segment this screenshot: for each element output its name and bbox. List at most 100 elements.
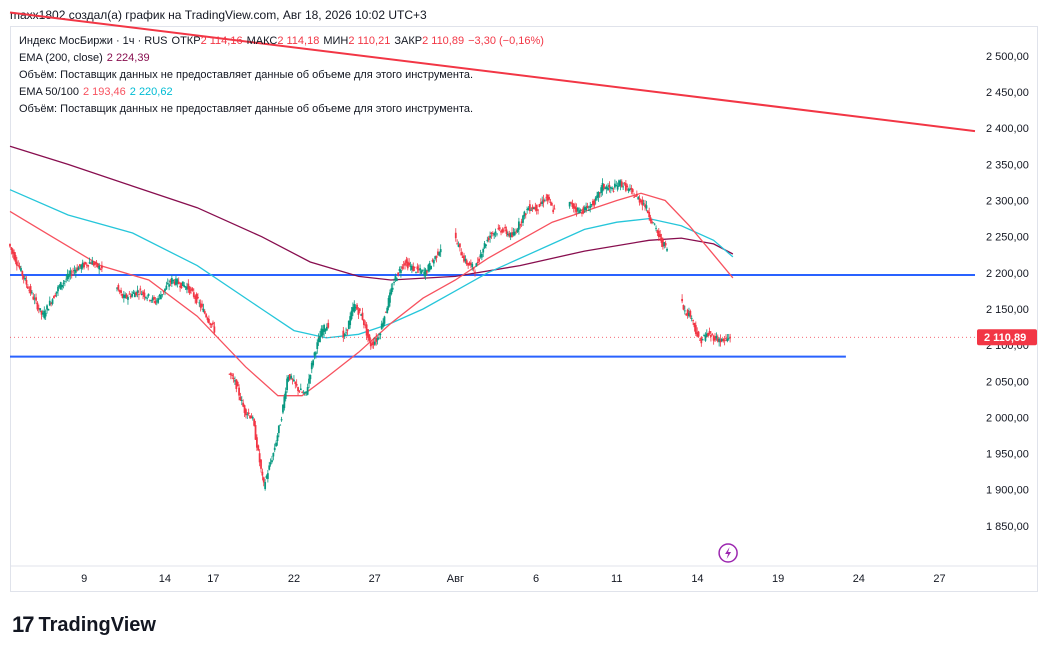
candle-body (295, 383, 298, 386)
candle-body (96, 263, 99, 268)
candle-body (26, 286, 29, 289)
candle-body (294, 381, 297, 384)
candle-body (99, 269, 102, 270)
legend-volume-note-2: Объём: Поставщик данных не предоставляет… (19, 103, 474, 115)
candle-body (323, 324, 326, 332)
candle-body (150, 300, 153, 301)
candle-body (652, 222, 655, 224)
candle-body (72, 271, 74, 273)
candle-body (92, 262, 95, 266)
candle-body (645, 205, 648, 209)
candle-body (83, 263, 85, 268)
candle-body (624, 183, 627, 191)
candle-body (493, 233, 496, 236)
candle-body (413, 266, 416, 268)
candle-body (539, 202, 542, 204)
x-tick-label: 19 (772, 573, 784, 585)
candle-body (29, 286, 32, 294)
candle-body (342, 330, 345, 338)
candle-body (501, 229, 504, 233)
candle-body (132, 292, 135, 294)
candle-body (394, 276, 397, 280)
tradingview-brand[interactable]: 17 TradingView (12, 612, 156, 638)
candle-body (653, 223, 656, 225)
y-tick-label: 2 250,00 (986, 232, 1029, 244)
candle-body (726, 338, 729, 342)
candle-body (475, 263, 478, 267)
candle-body (666, 248, 668, 251)
candle-body (68, 274, 70, 278)
legend-symbol[interactable]: Индекс МосБиржи · 1ч · RUS (19, 35, 168, 47)
candle-body (77, 267, 80, 271)
candle-body (364, 324, 367, 326)
candle-body (688, 312, 690, 317)
candle-body (593, 200, 596, 206)
candle-body (147, 293, 150, 296)
candle-body (578, 210, 581, 214)
candle-body (165, 285, 168, 290)
candle-body (608, 185, 611, 188)
candle-body (317, 337, 320, 343)
y-tick-label: 2 200,00 (986, 268, 1029, 280)
trend-line[interactable] (9, 11, 976, 133)
candle-body (52, 296, 55, 299)
legend-ema50-100-row[interactable]: EMA 50/100 2 193,46 2 220,62 (19, 85, 177, 99)
candle-body (432, 260, 435, 264)
candle-body (36, 302, 39, 310)
candle-body (520, 221, 523, 223)
candle-body (138, 294, 140, 295)
candle-body (415, 271, 417, 273)
candle-body (641, 199, 644, 206)
candle-body (88, 262, 91, 264)
legend-ema200-row[interactable]: EMA (200, close) 2 224,39 (19, 51, 154, 65)
candle-body (37, 308, 40, 310)
candle-body (28, 289, 31, 291)
ema100-line[interactable] (9, 189, 734, 339)
candle-body (575, 207, 578, 212)
candle-body (98, 265, 101, 270)
ema50-line[interactable] (9, 192, 734, 397)
ema200-line[interactable] (9, 145, 734, 281)
candle-body (177, 281, 180, 284)
candle-body (459, 243, 461, 248)
candle-body (597, 191, 600, 198)
candle-body (87, 265, 90, 267)
candle-body (648, 212, 651, 218)
candle-body (11, 249, 14, 254)
candle-body (173, 281, 176, 285)
candle-body (426, 271, 428, 273)
candle-body (209, 323, 212, 325)
candle-body (693, 323, 696, 328)
candle-body (372, 341, 375, 345)
candle-body (496, 233, 498, 235)
candle-body (434, 256, 437, 259)
candle-body (704, 335, 707, 341)
candle-body (247, 412, 250, 415)
chart-frame[interactable] (10, 26, 1038, 592)
x-tick-label: 9 (81, 573, 87, 585)
candle-body (239, 396, 242, 401)
candle-body (710, 334, 712, 337)
candle-body (269, 462, 272, 465)
candle-body (149, 300, 151, 301)
candle-body (169, 280, 172, 283)
candle-body (626, 185, 629, 188)
candle-body (378, 337, 380, 339)
candle-body (101, 265, 103, 269)
candle-body (571, 202, 574, 207)
candle-body (192, 292, 195, 297)
candle-body (55, 291, 58, 294)
candle-body (159, 294, 162, 300)
candle-body (312, 360, 315, 366)
candle-body (527, 208, 530, 211)
candle-body (22, 275, 25, 279)
candle-body (54, 294, 57, 297)
candle-body (203, 311, 206, 314)
candle-body (15, 261, 18, 266)
candle-body (51, 299, 54, 304)
candle-body (202, 308, 205, 312)
candle-body (91, 261, 94, 265)
legend-volume-note-1: Объём: Поставщик данных не предоставляет… (19, 69, 474, 81)
candle-body (95, 261, 98, 263)
